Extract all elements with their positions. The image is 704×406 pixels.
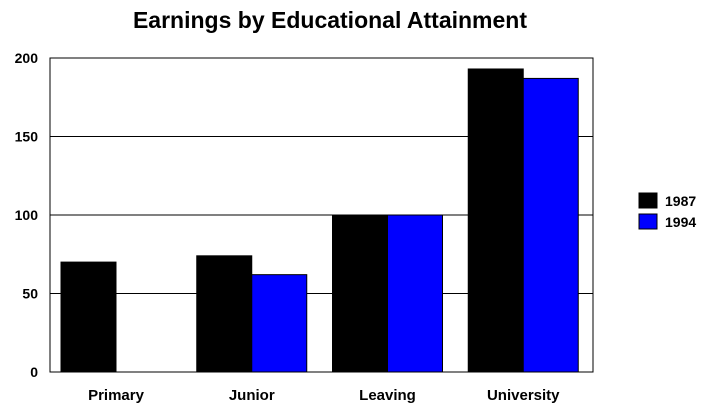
legend-label: 1994 — [665, 214, 696, 230]
x-tick-label: Junior — [229, 387, 275, 404]
y-tick-label: 150 — [15, 129, 39, 145]
bar-1987-leaving — [332, 214, 388, 373]
bar-1987-university — [467, 68, 524, 373]
bar-1987-junior — [196, 255, 253, 373]
legend-swatch-1987 — [638, 192, 658, 209]
legend-label: 1987 — [665, 193, 696, 209]
x-tick-label: University — [487, 387, 560, 404]
y-tick-label: 200 — [15, 50, 39, 66]
bar-1994-university — [522, 77, 579, 373]
legend-swatch-1994 — [638, 213, 658, 230]
y-tick-label: 50 — [22, 286, 38, 302]
y-tick-label: 100 — [15, 207, 39, 223]
chart-title: Earnings by Educational Attainment — [133, 7, 527, 33]
y-axis-ticks: 0 50 100 150 200 — [15, 50, 39, 380]
bar-1987-primary — [60, 261, 117, 373]
x-tick-label: Primary — [88, 387, 145, 404]
bars — [60, 68, 579, 373]
bar-1994-junior — [251, 274, 308, 373]
y-tick-label: 0 — [30, 364, 38, 380]
plot-frame — [49, 57, 594, 373]
bar-1994-leaving — [387, 214, 443, 373]
legend: 1987 1994 — [638, 192, 696, 230]
x-tick-label: Leaving — [359, 387, 416, 404]
x-axis-labels: Primary Junior Leaving University — [88, 387, 560, 404]
